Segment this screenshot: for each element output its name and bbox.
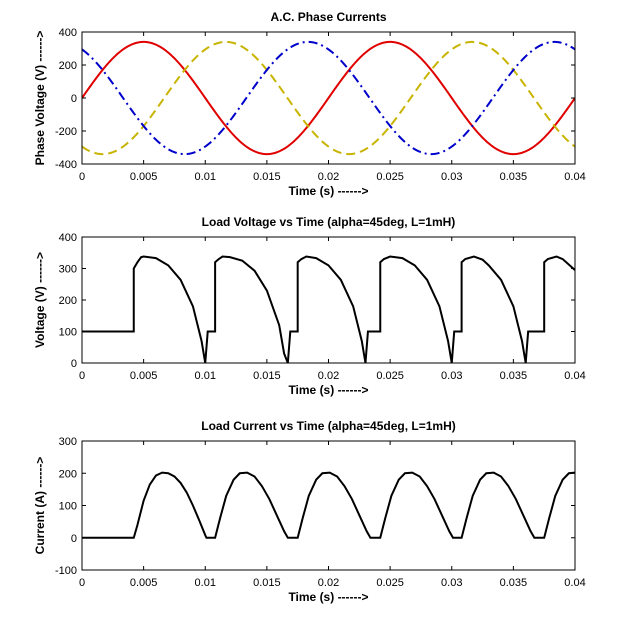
x-tick-label: 0.03 xyxy=(441,370,462,382)
x-tick-label: 0.025 xyxy=(376,370,404,382)
x-tick-label: 0.005 xyxy=(130,370,158,382)
y-axis-label: Current (A) ------> xyxy=(33,457,47,555)
x-tick-label: 0.04 xyxy=(564,171,585,183)
chart-title: Load Current vs Time (alpha=45deg, L=1mH… xyxy=(201,419,456,433)
y-tick-label: -200 xyxy=(55,126,77,138)
y-tick-label: 200 xyxy=(59,295,77,307)
x-tick-label: 0.005 xyxy=(130,171,158,183)
y-tick-label: 300 xyxy=(59,264,77,276)
x-tick-label: 0.02 xyxy=(318,171,339,183)
x-tick-label: 0.04 xyxy=(564,370,585,382)
y-tick-label: 200 xyxy=(59,468,77,480)
x-tick-label: 0 xyxy=(79,577,85,589)
chart-3: 0 0.005 0.01 0.015 0.02 0.025 0.03 0.035 0.04 -10… xyxy=(33,419,586,604)
series-line-1 xyxy=(82,255,575,363)
axes-box xyxy=(81,440,576,571)
y-tick-label: -100 xyxy=(55,565,77,577)
series-line-1 xyxy=(82,40,575,156)
x-tick-label: 0 xyxy=(79,171,85,183)
x-tick-label: 0.035 xyxy=(500,577,528,589)
y-tick-label: 0 xyxy=(71,533,77,545)
x-tick-label: 0.02 xyxy=(318,370,339,382)
y-tick-label: 300 xyxy=(59,436,77,448)
x-tick-label: 0.025 xyxy=(376,171,404,183)
x-tick-label: 0.015 xyxy=(253,171,281,183)
x-tick-label: 0.01 xyxy=(195,577,216,589)
y-tick-label: 100 xyxy=(59,327,77,339)
y-tick-label: 400 xyxy=(59,232,77,244)
x-axis-label: Time (s) ------> xyxy=(288,383,368,397)
x-tick-label: 0.025 xyxy=(376,577,404,589)
x-tick-label: 0.01 xyxy=(195,171,216,183)
y-tick-label: -400 xyxy=(55,159,77,171)
x-tick-label: 0.02 xyxy=(318,577,339,589)
x-tick-label: 0.005 xyxy=(130,577,158,589)
y-tick-label: 400 xyxy=(59,27,77,39)
chart-2: 0 0.005 0.01 0.015 0.02 0.025 0.03 0.035 0.04 0 10… xyxy=(33,215,586,397)
x-tick-label: 0 xyxy=(79,370,85,382)
axes-box xyxy=(81,236,576,364)
x-tick-label: 0.04 xyxy=(564,577,585,589)
series-line-1 xyxy=(82,471,575,539)
chart-title: A.C. Phase Currents xyxy=(270,10,386,24)
chart-1: 0 0.005 0.01 0.015 0.02 0.025 0.03 0.035 0.04 -40… xyxy=(33,10,586,198)
x-axis-label: Time (s) ------> xyxy=(288,184,368,198)
series-line-2 xyxy=(82,40,575,156)
y-axis-label: Phase Voltage (V) ------> xyxy=(33,31,47,166)
x-axis-label: Time (s) ------> xyxy=(288,590,368,604)
x-tick-label: 0.035 xyxy=(500,171,528,183)
x-tick-label: 0.015 xyxy=(253,370,281,382)
y-tick-label: 200 xyxy=(59,60,77,72)
x-tick-label: 0.01 xyxy=(195,370,216,382)
x-tick-label: 0.03 xyxy=(441,171,462,183)
y-tick-label: 0 xyxy=(71,93,77,105)
y-axis-label: Voltage (V) ------> xyxy=(33,252,47,348)
y-tick-label: 100 xyxy=(59,501,77,513)
y-tick-label: 0 xyxy=(71,358,77,370)
x-tick-label: 0.03 xyxy=(441,577,462,589)
series-line-3 xyxy=(82,40,575,156)
x-tick-label: 0.015 xyxy=(253,577,281,589)
chart-title: Load Voltage vs Time (alpha=45deg, L=1mH… xyxy=(202,215,456,229)
x-tick-label: 0.035 xyxy=(500,370,528,382)
